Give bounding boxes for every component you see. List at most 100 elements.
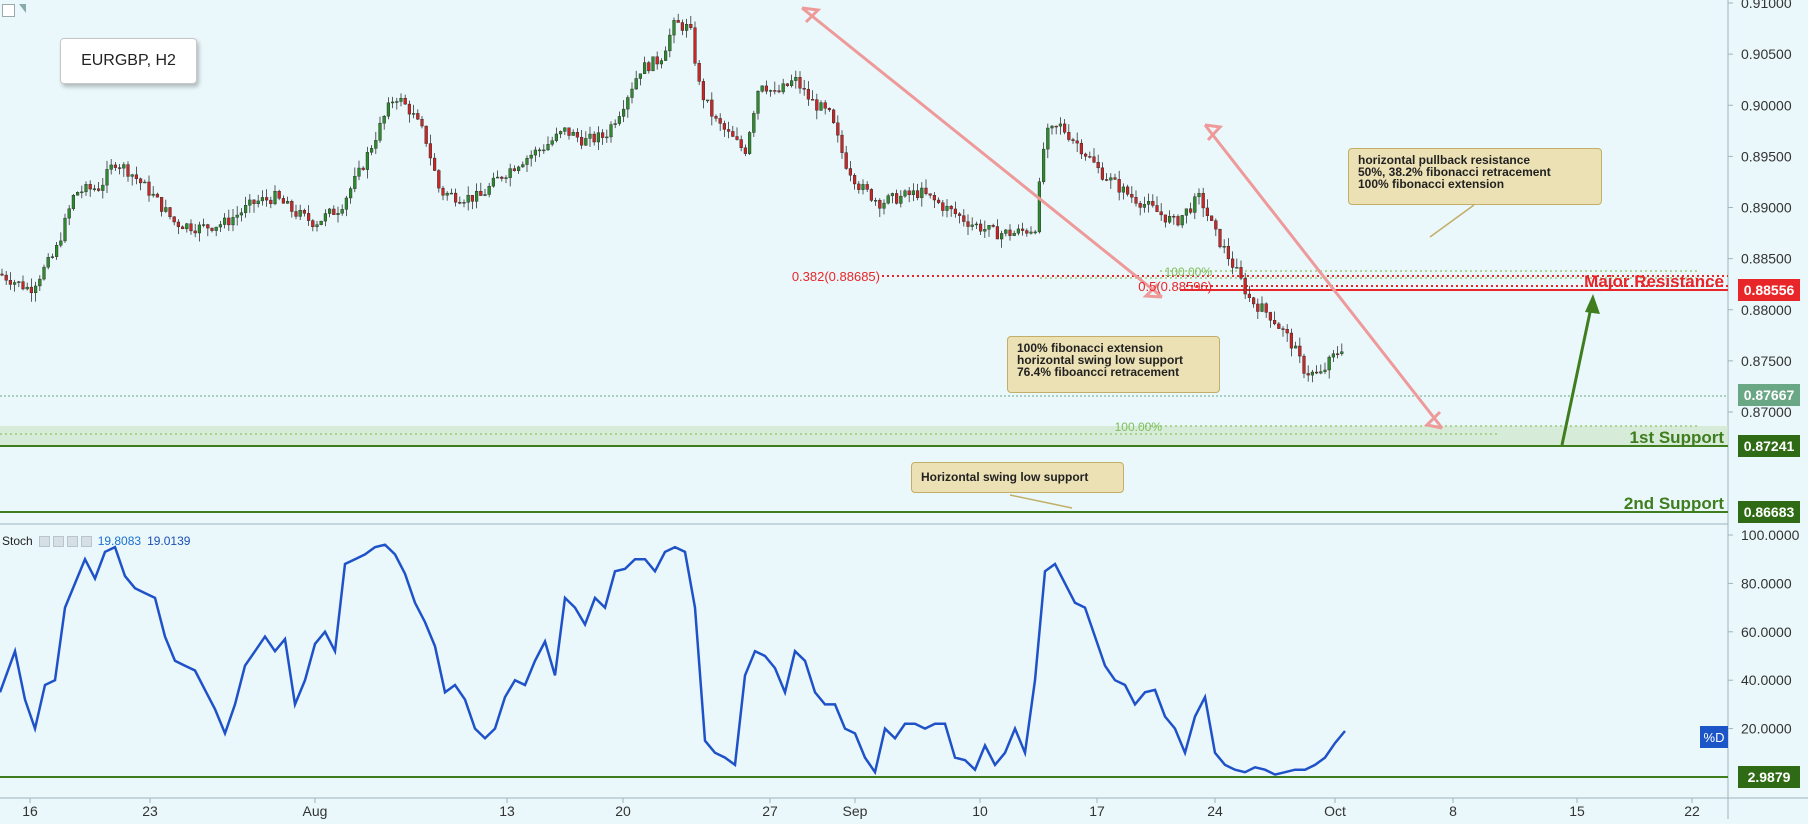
candle-body [143,181,147,184]
candle-body [865,184,869,190]
arrow-head-2-start [1204,123,1224,142]
candle-body [349,188,353,199]
time-tick-label: 27 [762,803,778,819]
plot-background [0,0,1728,819]
candle-body [277,191,281,199]
candle-body [151,193,155,196]
candle-body [542,149,546,152]
candle-body [458,202,462,204]
close-icon[interactable] [80,535,92,547]
candle-body [848,168,852,176]
candle-body [861,184,865,190]
candle-body [1037,181,1041,233]
candle-body [945,205,949,211]
candle-body [1323,369,1327,372]
candle-body [1041,148,1046,183]
candle-body [424,125,428,144]
candle-body [559,131,563,135]
candle-body [722,123,726,130]
indicator-name[interactable]: Stoch [2,534,33,548]
major-resistance-label: Major Resistance [1584,272,1724,291]
fib-100-bottom-label: 100.00% [1115,420,1163,434]
candle-body [1079,142,1083,155]
candle-body [601,132,605,138]
candle-body [441,187,445,196]
candle-body [970,224,974,227]
candle-body [685,24,689,31]
candle-body [67,208,71,219]
settings-icon[interactable] [38,535,50,547]
candle-body [605,136,609,139]
candle-body [1125,186,1130,195]
candle-body [827,108,831,111]
candle-body [1067,132,1071,140]
bullish-arrow-head [1585,294,1600,314]
candle-body [222,217,227,225]
resistance-note-line-2: 50%, 38.2% fibonacci retracement [1358,165,1551,179]
swing-low-note: Horizontal swing low support [911,462,1124,493]
candle-body [790,80,794,86]
candle-body [1096,162,1100,169]
time-tick-label: 17 [1089,803,1105,819]
candle-body [483,194,487,196]
candle-body [17,281,21,283]
candle-body [781,83,785,93]
candle-body [307,213,311,221]
time-axis-ticks: 16 23 Aug 13 20 27 Sep 10 17 24 Oct 8 15 22 [22,798,1700,819]
candle-body [1184,208,1188,216]
candle-body [407,103,411,115]
eye-icon[interactable] [52,535,64,547]
candle-body [1071,139,1075,142]
candle-body [550,140,554,145]
indicator-legend: Stoch 19.8083 19.0139 [2,534,190,548]
candle-body [34,285,38,294]
support-note-line-2: horizontal swing low support [1017,353,1183,367]
candle-body [567,127,571,136]
candle-body [911,190,915,196]
candle-body [412,113,416,115]
fib-382-label: 0.382(0.88685) [792,269,880,284]
candle-body [529,154,533,159]
candle-body [75,192,80,196]
price-tick-label: 0.88000 [1741,302,1792,318]
collapse-icon[interactable] [2,4,15,17]
candle-body [890,193,894,196]
candle-body [689,24,693,28]
candle-body [180,226,185,230]
candle-body [1256,303,1260,312]
candle-body [172,216,176,223]
candle-body [979,223,983,232]
maximize-icon[interactable] [19,4,26,13]
candle-body [101,184,105,191]
candle-body [38,278,42,287]
arrow-head-1-end [1142,282,1163,299]
bullish-arrow [1560,297,1595,446]
candle-body [785,83,789,86]
candle-body [1142,204,1146,208]
candle-body [50,256,54,258]
candle-body [748,132,752,154]
add-icon[interactable] [66,535,78,547]
candle-body [521,164,525,168]
candle-body [1205,207,1209,217]
candle-body [92,188,96,190]
candle-body [932,195,936,201]
candle-body [651,56,655,72]
candle-body [269,199,273,205]
candle-body [138,178,143,184]
candle-body [1281,328,1285,330]
support-note-line-1: 100% fibonacci extension [1017,341,1164,355]
candle-body [1146,201,1151,205]
indicator-controls [38,535,92,547]
time-tick-label: Aug [303,803,328,819]
candle-body [1272,320,1277,325]
candle-body [517,166,521,172]
candle-body [806,88,810,100]
candle-body [592,133,596,143]
resistance-note-line-1: horizontal pullback resistance [1358,153,1531,167]
candle-body [88,184,92,190]
candle-body [437,170,441,189]
candle-body [752,113,756,133]
